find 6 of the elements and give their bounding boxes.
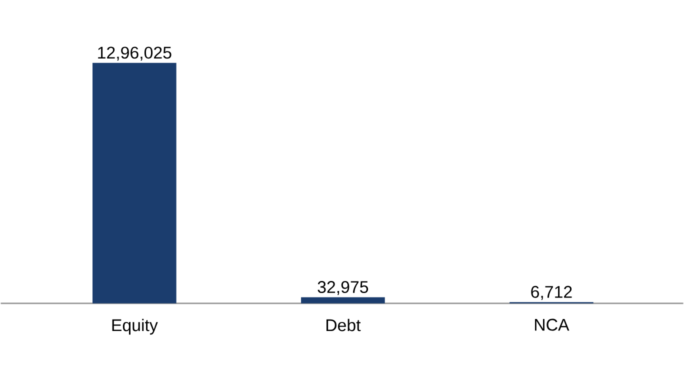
x-tick-label: Equity xyxy=(112,318,158,334)
data-label: 32,975 xyxy=(318,280,368,295)
x-tick-label: NCA xyxy=(535,318,570,331)
data-label: 12,96,025 xyxy=(98,46,172,61)
data-label: 6,712 xyxy=(531,286,572,300)
x-tick-label: Debt xyxy=(326,318,361,332)
